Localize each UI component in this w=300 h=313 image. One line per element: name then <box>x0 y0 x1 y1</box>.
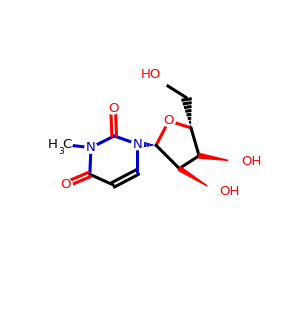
Ellipse shape <box>131 139 143 150</box>
Ellipse shape <box>162 115 176 126</box>
Ellipse shape <box>162 81 166 86</box>
Ellipse shape <box>106 102 120 114</box>
Polygon shape <box>199 153 228 160</box>
Text: O: O <box>164 114 174 127</box>
Text: H: H <box>47 138 57 151</box>
Text: N: N <box>86 141 96 154</box>
Text: OH: OH <box>241 155 261 168</box>
Text: O: O <box>108 102 118 115</box>
Text: C: C <box>63 138 72 151</box>
Ellipse shape <box>47 138 72 150</box>
Polygon shape <box>178 167 207 186</box>
Text: 3: 3 <box>58 147 64 156</box>
Text: N: N <box>133 138 142 151</box>
Text: HO: HO <box>141 68 162 81</box>
Ellipse shape <box>58 179 72 191</box>
Ellipse shape <box>85 142 97 153</box>
Text: OH: OH <box>219 185 239 198</box>
Text: O: O <box>60 178 71 191</box>
